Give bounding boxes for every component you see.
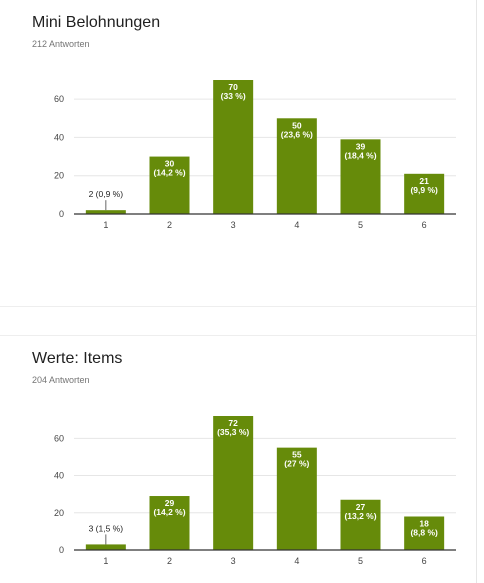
bar <box>276 447 317 550</box>
data-label: 29 <box>165 498 175 508</box>
response-count: 204 Antworten <box>32 375 90 385</box>
bar <box>213 416 254 550</box>
data-label: (18,4 %) <box>344 150 376 160</box>
y-tick-label: 60 <box>54 433 64 443</box>
y-tick-label: 40 <box>54 132 64 142</box>
data-label: 21 <box>419 176 429 186</box>
y-tick-label: 20 <box>54 508 64 518</box>
x-tick-label: 5 <box>358 220 363 230</box>
x-tick-label: 3 <box>231 556 236 566</box>
bar <box>149 156 190 214</box>
y-tick-label: 0 <box>59 209 64 219</box>
data-label: 72 <box>228 418 238 428</box>
x-tick-label: 3 <box>231 220 236 230</box>
bar <box>276 118 317 214</box>
bar <box>340 139 381 214</box>
x-tick-label: 1 <box>103 556 108 566</box>
bar <box>85 210 126 214</box>
x-tick-label: 4 <box>294 220 299 230</box>
bar <box>85 544 126 550</box>
data-label: 55 <box>292 450 302 460</box>
data-label: 2 (0,9 %) <box>89 189 124 199</box>
response-count: 212 Antworten <box>32 39 90 49</box>
data-label: (33 %) <box>221 91 246 101</box>
data-label: (27 %) <box>284 459 309 469</box>
question-card-werte-items: Werte: Items 204 Antworten 0 20 40 60 3 (1,5… <box>0 336 476 583</box>
x-tick-label: 2 <box>167 220 172 230</box>
bar <box>404 516 445 550</box>
x-tick-label: 1 <box>103 220 108 230</box>
page-edge <box>476 0 477 583</box>
data-label: (35,3 %) <box>217 427 249 437</box>
x-tick-label: 6 <box>422 556 427 566</box>
data-label: (14,2 %) <box>153 168 185 178</box>
data-label: (14,2 %) <box>153 507 185 517</box>
data-label: 3 (1,5 %) <box>89 523 124 533</box>
x-tick-label: 4 <box>294 556 299 566</box>
card-divider <box>0 306 476 336</box>
data-label: 39 <box>356 141 366 151</box>
question-card-mini-belohnungen: Mini Belohnungen 212 Antworten 0 20 40 60 2 … <box>32 14 456 230</box>
data-label: 50 <box>292 120 302 130</box>
bar <box>340 499 381 550</box>
data-label: (9,9 %) <box>410 185 438 195</box>
data-label: (13,2 %) <box>344 511 376 521</box>
x-tick-label: 5 <box>358 556 363 566</box>
y-tick-label: 20 <box>54 171 64 181</box>
question-title: Werte: Items <box>32 350 123 367</box>
y-tick-label: 60 <box>54 94 64 104</box>
data-label: 18 <box>419 519 429 529</box>
bar <box>149 496 190 550</box>
y-tick-label: 0 <box>59 545 64 555</box>
x-tick-label: 2 <box>167 556 172 566</box>
data-label: 30 <box>165 159 175 169</box>
data-label: (23,6 %) <box>281 129 313 139</box>
data-label: 27 <box>356 502 366 512</box>
bar <box>213 80 254 214</box>
question-title: Mini Belohnungen <box>32 14 161 31</box>
y-tick-label: 40 <box>54 471 64 481</box>
x-tick-label: 6 <box>422 220 427 230</box>
data-label: 70 <box>228 82 238 92</box>
bar <box>404 173 445 214</box>
data-label: (8,8 %) <box>410 528 438 538</box>
